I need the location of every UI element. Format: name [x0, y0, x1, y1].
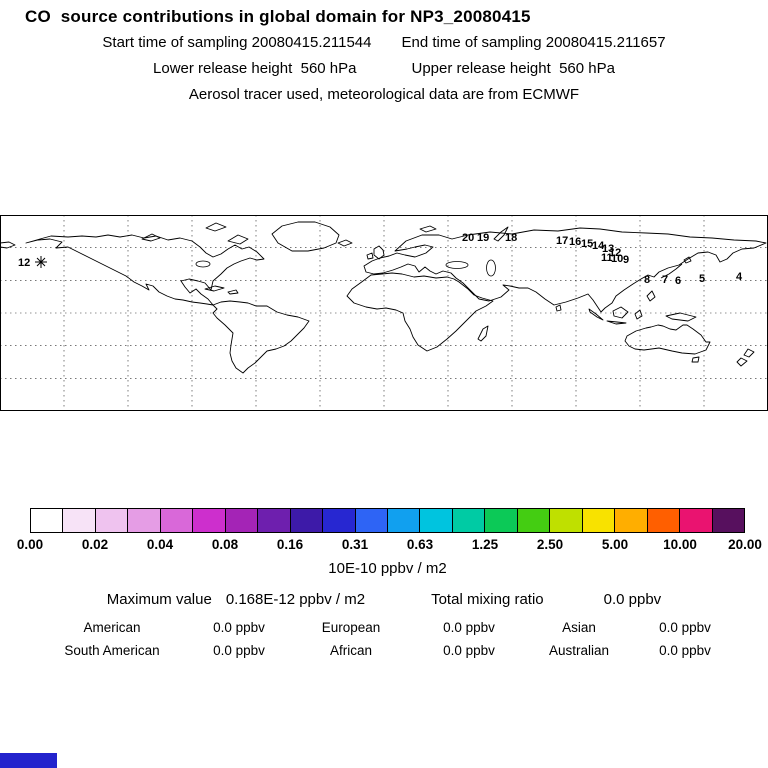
trajectory-label: 10 — [611, 253, 623, 265]
colorbar-tick-label: 0.16 — [276, 537, 304, 552]
trajectory-label: 14 — [592, 240, 605, 252]
colorbar-segment — [387, 509, 421, 532]
trajectory-label: 13 — [602, 243, 614, 255]
region-contributions-grid: American 0.0 ppbv European 0.0 ppbv Asian 0.0… — [33, 616, 735, 662]
colorbar-segment — [95, 509, 129, 532]
colorbar-tick-label: 1.25 — [471, 537, 499, 552]
end-time-text: End time of sampling 20080415.211657 — [401, 34, 666, 51]
colorbar-tick-label: 0.00 — [16, 537, 44, 552]
summary-row: Maximum value 0.168E-12 ppbv / m2 Total … — [0, 591, 768, 608]
colorbar-segment — [712, 509, 744, 532]
colorbar-tick-label: 20.00 — [728, 537, 762, 552]
great-lakes-outline — [195, 260, 211, 268]
trajectory-label: 4 — [736, 271, 743, 283]
trajectory-label: 20 — [462, 232, 474, 244]
graticule-grid — [0, 215, 768, 411]
colorbar-tick-label: 10.00 — [663, 537, 697, 552]
colorbar-segment — [550, 509, 583, 532]
total-mixing-ratio-label: Total mixing ratio — [431, 591, 544, 608]
colorbar-segment — [615, 509, 648, 532]
colorbar-tick-label: 5.00 — [601, 537, 629, 552]
colorbar-segment — [680, 509, 713, 532]
region-value: 0.0 ppbv — [213, 620, 265, 635]
colorbar-segment — [582, 509, 616, 532]
caspian-sea-outline — [486, 259, 496, 277]
colorbar-segment — [420, 509, 453, 532]
release-point-marker — [35, 256, 47, 268]
trajectory-label: 18 — [505, 232, 517, 244]
trajectory-label: 16 — [569, 236, 581, 248]
colorbar-tick-label: 0.63 — [406, 537, 434, 552]
trajectory-label: 17 — [556, 235, 568, 247]
trajectory-label: 9 — [623, 254, 629, 266]
release-heights-row: Lower release height 560 hPa Upper relea… — [0, 60, 768, 77]
trajectory-label: 5 — [699, 273, 705, 285]
colorbar-segment — [160, 509, 194, 532]
coastlines — [0, 221, 767, 374]
trajectory-label: 7 — [662, 274, 668, 286]
release-marker-line — [36, 257, 46, 267]
region-value: 0.0 ppbv — [659, 643, 711, 658]
colorbar-segment — [225, 509, 259, 532]
footer-color-swatch — [0, 753, 57, 768]
colorbar-segment — [193, 509, 226, 532]
tracer-row: Aerosol tracer used, meteorological data… — [0, 86, 768, 103]
colorbar-segment — [63, 509, 96, 532]
colorbar-tick-label: 0.04 — [146, 537, 174, 552]
colorbar — [30, 508, 745, 533]
region-value: 0.0 ppbv — [659, 620, 711, 635]
colorbar-units: 10E-10 ppbv / m2 — [328, 560, 447, 577]
colorbar-segment — [517, 509, 551, 532]
region-name: Asian — [562, 620, 596, 635]
colorbar-segment — [485, 509, 518, 532]
page-title: CO source contributions in global domain… — [25, 7, 531, 26]
trajectory-label: 6 — [675, 275, 681, 287]
region-name: American — [83, 620, 141, 635]
region-value: 0.0 ppbv — [213, 643, 265, 658]
region-name: European — [321, 620, 381, 635]
colorbar-segment — [128, 509, 161, 532]
colorbar-segment — [290, 509, 324, 532]
maximum-value: 0.168E-12 ppbv / m2 — [225, 591, 366, 608]
trajectory-label: 15 — [581, 238, 593, 250]
region-name: South American — [64, 643, 160, 658]
upper-release-text: Upper release height 560 hPa — [411, 60, 615, 77]
world-map-panel: 20 19 18 17 16 15 14 13 12 11 10 9 8 7 6 5 4 12 — [0, 215, 768, 411]
sampling-times-row: Start time of sampling 20080415.211544 E… — [0, 34, 768, 51]
lower-release-text: Lower release height 560 hPa — [153, 60, 357, 77]
colorbar-segment — [355, 509, 388, 532]
black-sea-outline — [445, 261, 469, 269]
colorbar-tick-label: 2.50 — [536, 537, 564, 552]
region-name: Australian — [548, 643, 610, 658]
trajectory-label: 11 — [601, 252, 613, 264]
tracer-text: Aerosol tracer used, meteorological data… — [188, 86, 580, 103]
release-point-label: 12 — [18, 257, 30, 269]
colorbar-tick-label: 0.31 — [341, 537, 369, 552]
colorbar-segment — [323, 509, 356, 532]
colorbar-tick-label: 0.08 — [211, 537, 239, 552]
region-value: 0.0 ppbv — [443, 620, 495, 635]
total-mixing-ratio-value: 0.0 ppbv — [603, 591, 662, 608]
trajectory-label: 8 — [644, 274, 650, 286]
trajectory-label: 12 — [609, 247, 621, 259]
colorbar-segment — [31, 509, 64, 532]
colorbar-segment — [452, 509, 486, 532]
region-value: 0.0 ppbv — [443, 643, 495, 658]
maximum-value-label: Maximum value — [106, 591, 212, 608]
colorbar-tick-label: 0.02 — [81, 537, 109, 552]
trajectory-label: 19 — [477, 232, 489, 244]
colorbar-segment — [258, 509, 291, 532]
colorbar-tick-labels: 0.00 0.02 0.04 0.08 0.16 0.31 0.63 1.25 2.50 5.00… — [17, 537, 762, 554]
region-name: African — [329, 643, 373, 658]
colorbar-segment — [647, 509, 681, 532]
start-time-text: Start time of sampling 20080415.211544 — [102, 34, 372, 51]
